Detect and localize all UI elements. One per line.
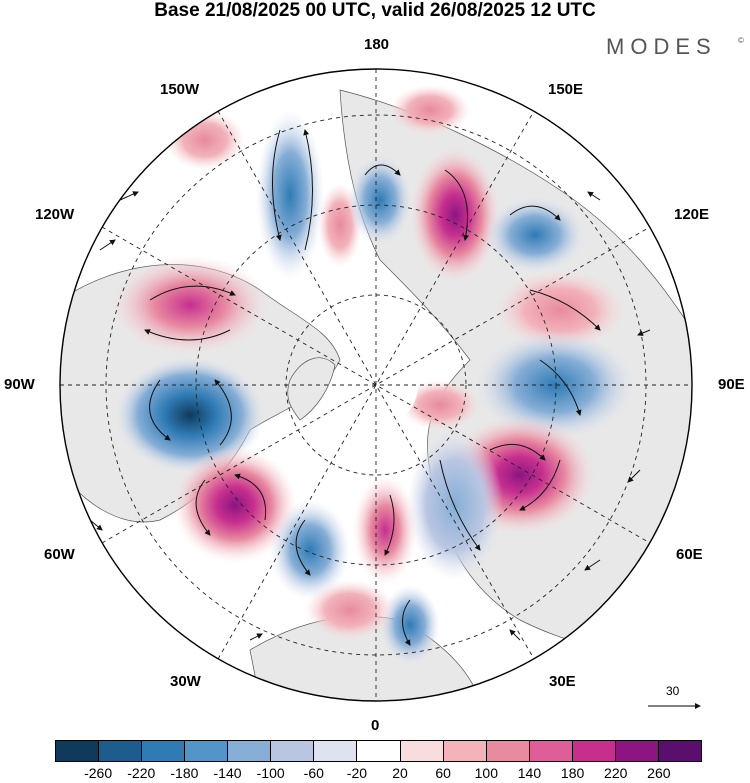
lon-label-90w: 90W (4, 376, 35, 393)
negative-anomaly-180 (348, 155, 412, 245)
height-anomaly-shading (110, 85, 635, 665)
negative-anomaly-15e (380, 585, 440, 665)
wind-vector (384, 494, 395, 556)
wind-vector (519, 459, 561, 511)
wind-vector (529, 289, 601, 331)
colorbar-tick-label: -140 (213, 765, 242, 781)
lon-label-150w: 150W (160, 81, 200, 98)
colorbar-tick-label: 20 (392, 765, 408, 781)
positive-anomaly-10e (353, 475, 417, 585)
positive-anomaly-170e-south (390, 85, 470, 135)
wind-vector (99, 239, 116, 251)
graticule (60, 69, 692, 701)
wind-vector (584, 559, 601, 571)
colorbar-swatch (313, 741, 357, 761)
colorbar (55, 740, 702, 762)
positive-anomaly-60w (173, 447, 297, 563)
lon-label-120w: 120W (35, 206, 75, 223)
colorbar-swatch (98, 741, 142, 761)
wind-vector (444, 169, 469, 241)
map-border (59, 68, 693, 702)
negative-anomaly-90e (475, 330, 635, 440)
colorbar-ticks: -260 -220 -180 -140 -100 -60 -20 20 60 100 140 180 2… (0, 765, 750, 783)
wind-vector (627, 469, 641, 483)
colorbar-swatch (657, 741, 701, 761)
wind-vector (489, 443, 546, 461)
meridian-60w-120e (101, 226, 651, 544)
negative-anomaly-45e (407, 430, 503, 580)
wind-vector (234, 473, 267, 521)
colorbar-swatch (141, 741, 185, 761)
wind-vector (439, 459, 481, 551)
colorbar-tick-label: 220 (604, 765, 628, 781)
colorbar-swatch (614, 741, 658, 761)
negative-anomaly-90w (115, 357, 265, 473)
colorbar-tick-label: 180 (560, 765, 585, 781)
wind-vector (587, 191, 601, 201)
wind-vector (539, 359, 582, 416)
colorbar-swatch (270, 741, 314, 761)
wind-vector (149, 285, 236, 301)
wind-vector (364, 164, 401, 176)
colorbar-swatch (184, 741, 228, 761)
colorbar-swatch (485, 741, 529, 761)
lon-label-150e: 150E (548, 81, 584, 98)
wind-vector (119, 191, 139, 201)
wind-vector (303, 129, 313, 251)
colorbar-swatch (227, 741, 271, 761)
lon-label-120e: 120E (674, 206, 710, 223)
colorbar-tick-label: -180 (170, 765, 199, 781)
lon-label-90e: 90E (718, 376, 745, 393)
colorbar-swatch (442, 741, 486, 761)
colorbar-tick-label: 260 (647, 765, 671, 781)
lon-label-30w: 30W (170, 673, 201, 690)
wind-vector (249, 633, 263, 641)
lon-label-60e: 60E (676, 546, 703, 563)
colorbar-tick-label: 100 (474, 765, 499, 781)
colorbar-swatch (356, 741, 400, 761)
wind-vector (89, 519, 103, 531)
negative-anomaly-35w (270, 500, 350, 600)
wind-vector (295, 519, 311, 576)
wind-vector (402, 599, 411, 646)
lon-label-30e: 30E (549, 673, 576, 690)
lon-label-60w: 60W (44, 546, 75, 563)
colorbar-tick-label: -60 (303, 765, 324, 781)
wind-vector (195, 479, 211, 536)
meridian-150w-30e (217, 110, 535, 660)
meridian-30w-150e (217, 110, 535, 660)
meridian-120w-60e (101, 226, 651, 544)
wind-vector (509, 205, 561, 221)
colorbar-tick-label: -260 (84, 765, 113, 781)
colorbar-tick-label: -20 (346, 765, 368, 781)
colorbar-swatch (528, 741, 572, 761)
lon-label-180: 180 (364, 36, 390, 53)
colorbar-tick-label: 60 (435, 765, 451, 781)
lon-label-0: 0 (371, 717, 380, 734)
modes-logo: MODES (606, 34, 717, 59)
wind-vector (272, 129, 282, 241)
wind-vector (214, 379, 232, 446)
wind-vector (144, 329, 231, 341)
colorbar-swatch (56, 741, 99, 761)
positive-anomaly-160e (410, 147, 500, 283)
wind-vector (637, 329, 651, 336)
colorbar-tick-label: 140 (517, 765, 542, 781)
positive-anomaly-15w (305, 580, 395, 640)
wind-vectors (89, 129, 651, 646)
copyright-mark: © (738, 36, 744, 45)
positive-anomaly-110e (495, 270, 625, 350)
map-title: Base 21/08/2025 00 UTC, valid 26/08/2025… (154, 0, 596, 21)
colorbar-swatch (399, 741, 443, 761)
negative-anomaly-130e (485, 197, 585, 273)
colorbar-tick-label: -220 (127, 765, 156, 781)
colorbar-swatch (571, 741, 615, 761)
reference-vector-label: 30 (666, 684, 680, 698)
wind-vector (509, 629, 521, 641)
wind-vector (149, 379, 171, 441)
colorbar-tick-label: -100 (256, 765, 285, 781)
